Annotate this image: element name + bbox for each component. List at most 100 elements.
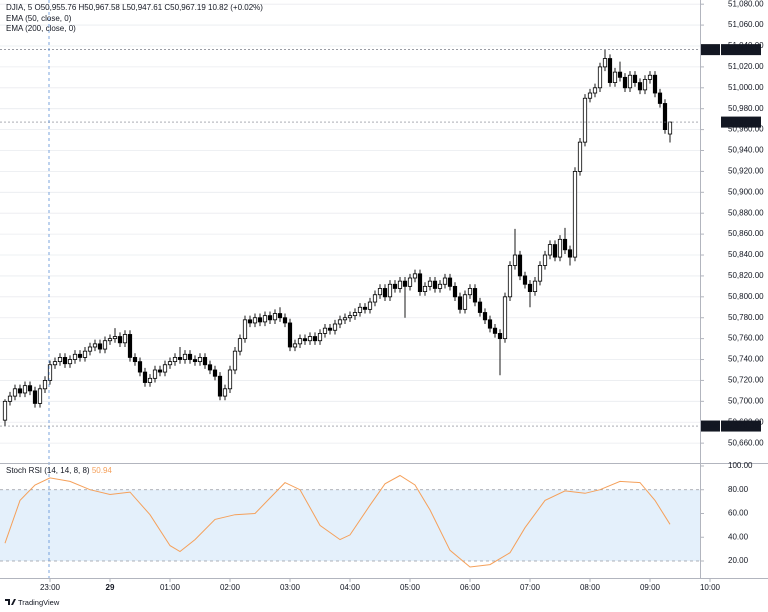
y-tick-label: 50,900.00 [728, 187, 764, 196]
candle-body [217, 375, 223, 397]
candle-body [252, 317, 258, 324]
candle-body [602, 58, 608, 68]
close: C50,967.19 [164, 3, 206, 12]
candle-body [592, 87, 598, 94]
candle-body [332, 323, 338, 331]
price-tag-name: High [702, 45, 718, 54]
price-tag-box [721, 116, 761, 128]
candle-body [272, 313, 278, 321]
candle-body [492, 327, 498, 334]
x-tick-label: 07:00 [520, 583, 541, 592]
candle-body [522, 275, 528, 285]
price-tag-name-box [701, 420, 720, 432]
y-tick-label: 50,920.00 [728, 167, 764, 176]
y-tick-label: 50,780.00 [728, 313, 764, 322]
candle-body [342, 317, 348, 321]
candle-body [417, 273, 423, 292]
candle-body [662, 103, 668, 130]
indicator[interactable]: EMA (50, close, 0) [6, 14, 72, 23]
candle-body [572, 171, 578, 258]
candle-body [197, 357, 203, 363]
candle-body [537, 265, 543, 282]
x-tick-label: 05:00 [400, 583, 421, 592]
candle-body [447, 277, 453, 287]
candle-body [32, 390, 38, 404]
candle-body [502, 296, 508, 340]
candle-body [452, 285, 458, 298]
candle-body [532, 280, 538, 292]
candle-body [542, 254, 548, 266]
candle-body [72, 353, 78, 360]
price-tag-box [721, 420, 761, 432]
y-tick-label: 51,000.00 [728, 83, 764, 92]
candle-body [17, 388, 23, 394]
symbol: DJIA, 5 [6, 3, 33, 12]
candle-body [97, 343, 103, 350]
y-tick-label: 80.00 [728, 485, 749, 494]
rsi-header[interactable]: Stoch RSI (14, 14, 8, 8) 50.94 [6, 466, 112, 475]
candle-body [47, 364, 53, 381]
candle-body [482, 312, 488, 321]
candle-body [472, 288, 478, 303]
candle-body [552, 244, 558, 258]
indicator[interactable]: EMA (200, close, 0) [6, 24, 76, 33]
x-tick-label: 04:00 [340, 583, 361, 592]
y-tick-label: 50,860.00 [728, 229, 764, 238]
candle-body [322, 327, 328, 334]
header: DJIA, 5 O50,955.76 H50,967.58 L50,947.61… [6, 3, 263, 12]
candle-body [122, 334, 128, 344]
candle-body [427, 280, 433, 287]
candle-body [202, 357, 208, 366]
price-tag-name-box [701, 44, 720, 56]
candle-body [387, 283, 393, 298]
candle-body [562, 238, 568, 251]
candle-body [497, 333, 503, 340]
x-tick-label: 23:00 [40, 583, 61, 592]
candle-body [392, 283, 398, 289]
x-tick-label: 01:00 [160, 583, 181, 592]
candle-body [367, 301, 373, 310]
candle-body [177, 357, 183, 360]
candle-body [267, 315, 273, 321]
candle-body [37, 388, 43, 404]
rsi-band [0, 489, 700, 562]
candle-body [237, 338, 243, 352]
candle-body [52, 361, 58, 366]
y-tick-label: 51,020.00 [728, 62, 764, 71]
candle-body [642, 79, 648, 91]
candle-body [357, 306, 363, 313]
y-tick-label: 50,760.00 [728, 334, 764, 343]
candle-body [337, 319, 343, 325]
candle-body [372, 294, 378, 303]
candle-body [62, 357, 68, 365]
candle-body [352, 312, 358, 317]
candle-body [77, 353, 83, 358]
y-tick-label: 50,880.00 [728, 208, 764, 217]
candle-body [187, 353, 193, 360]
brand-logo [5, 599, 16, 605]
candle-body [647, 74, 653, 80]
grid [0, 3, 700, 562]
candle-body [462, 294, 468, 310]
candle-body [632, 74, 638, 83]
x-tick-label: 09:00 [640, 583, 661, 592]
candle-body [457, 296, 463, 310]
candle-body [277, 313, 283, 319]
candle-body [582, 97, 588, 143]
candle-body [107, 338, 113, 342]
price-tag: 50,676.36 [723, 421, 759, 430]
x-tick-label: 06:00 [460, 583, 481, 592]
candle-body [412, 273, 418, 279]
price-tag: 50,967.19 [723, 117, 759, 126]
candle-body [227, 369, 233, 390]
candle-body [377, 288, 383, 296]
candle-body [312, 336, 318, 342]
candle-body [102, 340, 108, 350]
price-tag-name: Low [703, 421, 718, 430]
candle-body [507, 265, 513, 298]
candle-body [402, 280, 408, 287]
candle-body [317, 333, 323, 342]
candle-body [627, 74, 633, 89]
y-tick-label: 50,720.00 [728, 376, 764, 385]
